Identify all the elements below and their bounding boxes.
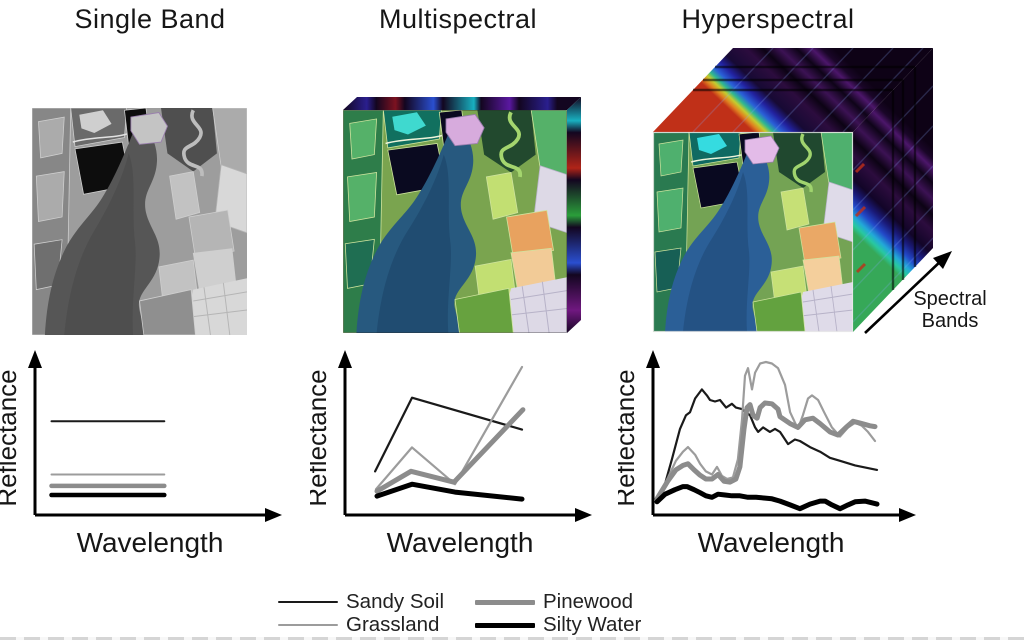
panel-title-multispectral: Multispectral [378, 4, 538, 34]
series-group [654, 360, 880, 512]
series-group [49, 420, 167, 498]
legend-line-silty-water [475, 622, 535, 628]
hyperspectral-image-cube [652, 47, 934, 333]
legend-item-pinewood: Pinewood [475, 590, 634, 613]
legend-line-pinewood [475, 599, 535, 605]
spectral-bands-arrow-line [864, 258, 944, 334]
x-axis-label: Wavelength [698, 527, 845, 558]
panel-title-single-band: Single Band [74, 4, 226, 34]
legend-label-silty-water: Silty Water [543, 613, 642, 636]
legend-line-sandy-soil [278, 601, 338, 603]
x-axis-arrowhead [899, 508, 916, 522]
slab-right-face [567, 97, 581, 333]
slab-top-face [343, 97, 581, 110]
legend-label-pinewood: Pinewood [543, 590, 634, 613]
multispectral-front-face [343, 110, 567, 333]
series-grassland [655, 360, 877, 500]
series-pinewood [654, 400, 878, 502]
legend-item-silty-water: Silty Water [475, 613, 642, 636]
panel-title-hyperspectral: Hyperspectral [681, 4, 855, 34]
plot-hyperspectral: Reflectance Wavelength [618, 350, 916, 558]
x-axis-label: Wavelength [77, 527, 224, 558]
x-axis-label: Wavelength [387, 527, 534, 558]
y-axis-label: Reflectance [0, 369, 22, 506]
single-band-image [32, 108, 247, 335]
y-axis-arrowhead [338, 350, 352, 368]
series-silty_water [374, 481, 525, 502]
legend-item-grassland: Grassland [278, 613, 440, 636]
legend-label-grassland: Grassland [346, 613, 440, 636]
cube-slice-separators [693, 65, 917, 290]
legend-item-sandy-soil: Sandy Soil [278, 590, 445, 613]
series-grassland [374, 365, 524, 491]
cube-red-band-marks [854, 162, 867, 274]
series-sandy_soil [373, 396, 524, 473]
spectral-bands-label: Spectral Bands [913, 288, 987, 332]
legend-label-sandy-soil: Sandy Soil [346, 590, 445, 613]
spectral-bands-arrow [864, 251, 952, 334]
bottom-edge-artifact [0, 637, 1024, 640]
hyperspectral-front-face [653, 132, 853, 332]
multispectral-image-slab [343, 97, 581, 333]
series-group [373, 365, 526, 502]
y-axis-arrowhead [646, 350, 660, 368]
plot-single-band: Reflectance Wavelength [0, 350, 282, 558]
x-axis-arrowhead [265, 508, 282, 522]
scene-instance-color [343, 110, 567, 333]
slab-front-edge [343, 110, 567, 333]
y-axis-arrowhead [28, 350, 42, 368]
spectral-bands-arrowhead [933, 251, 952, 269]
x-axis-arrowhead [575, 508, 592, 522]
scene-instance-hyper [653, 132, 853, 332]
scene-instance-gray [32, 108, 247, 335]
y-axis-label: Reflectance [618, 369, 640, 506]
cube-front-edge [652, 131, 854, 333]
series-silty_water [654, 484, 880, 512]
y-axis-label: Reflectance [310, 369, 332, 506]
series-pinewood [374, 407, 526, 494]
plot-multispectral: Reflectance Wavelength [310, 350, 592, 558]
legend-line-grassland [278, 624, 338, 626]
